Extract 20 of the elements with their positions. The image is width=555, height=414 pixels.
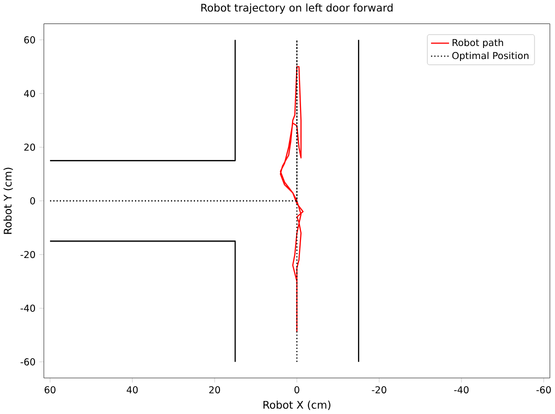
x-tick-label: -20 xyxy=(372,386,386,394)
legend-label: Robot path xyxy=(452,39,504,48)
y-tick-label: 40 xyxy=(24,90,36,98)
x-tick-label: 40 xyxy=(126,386,138,394)
y-tick-label: 60 xyxy=(24,36,36,44)
y-axis-title: Robot Y (cm) xyxy=(4,168,13,234)
chart-title: Robot trajectory on left door forward xyxy=(201,4,393,14)
x-tick-label: -60 xyxy=(536,386,551,394)
legend-label: Optimal Position xyxy=(452,52,528,62)
x-tick-label: 0 xyxy=(294,386,300,394)
x-axis-title: Robot X (cm) xyxy=(264,400,330,410)
line-series xyxy=(280,66,304,334)
y-tick-label: 0 xyxy=(30,198,36,205)
y-tick-label: -60 xyxy=(20,358,36,366)
y-tick-label: -40 xyxy=(20,304,36,312)
y-tick-label: 20 xyxy=(24,144,36,152)
y-tick-label: -20 xyxy=(20,251,36,258)
x-tick-label: 60 xyxy=(44,386,56,394)
x-tick-label: 20 xyxy=(209,386,220,394)
x-tick-label: -40 xyxy=(454,386,469,394)
